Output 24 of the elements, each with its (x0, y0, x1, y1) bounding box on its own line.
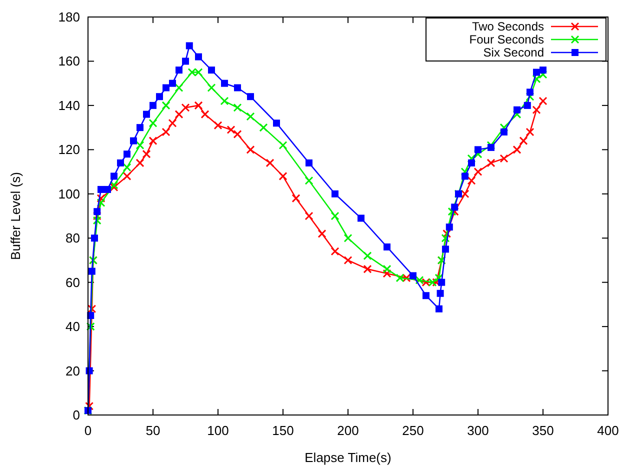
x-tick-label: 400 (597, 423, 619, 438)
x-tick-label: 50 (146, 423, 160, 438)
x-tick-label: 0 (84, 423, 92, 438)
legend-label: Four Seconds (469, 32, 544, 46)
legend-label: Six Second (483, 46, 544, 60)
x-tick-label: 150 (272, 423, 294, 438)
y-tick-label: 40 (66, 319, 80, 334)
y-tick-label: 20 (66, 363, 80, 378)
y-tick-label: 140 (58, 98, 80, 113)
x-tick-label: 250 (402, 423, 424, 438)
y-tick-label: 0 (72, 408, 80, 422)
y-tick-label: 160 (58, 54, 80, 69)
x-axis-title: Elapse Time(s) (304, 450, 392, 465)
y-tick-label: 60 (66, 274, 80, 290)
y-tick-label: 120 (58, 142, 80, 158)
y-tick-label: 180 (58, 10, 80, 24)
x-tick-label: 200 (337, 423, 359, 438)
x-tick-label: 100 (207, 423, 229, 438)
y-tick-label: 80 (66, 230, 80, 246)
legend-label: Two Seconds (472, 20, 544, 34)
y-tick-label: 100 (58, 186, 80, 202)
x-tick-label: 350 (532, 423, 554, 438)
x-tick-label: 300 (467, 423, 489, 438)
y-axis-title: Buffer Level (s) (8, 172, 23, 260)
